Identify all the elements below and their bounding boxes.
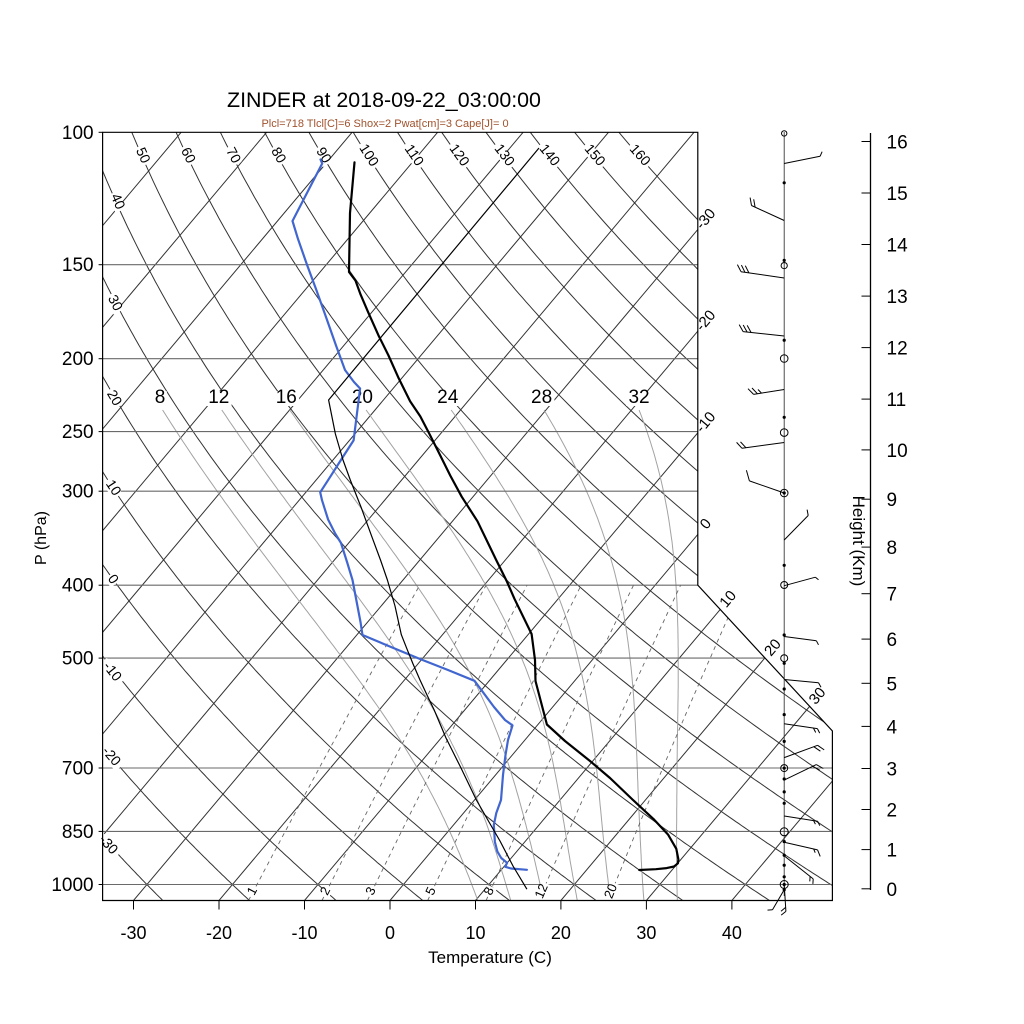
svg-text:70: 70: [223, 144, 245, 165]
svg-text:ZINDER at 2018-09-22_03:00:00: ZINDER at 2018-09-22_03:00:00: [227, 88, 541, 112]
svg-text:90: 90: [313, 144, 335, 166]
svg-text:9: 9: [887, 490, 898, 511]
svg-text:500: 500: [62, 649, 94, 670]
svg-text:7: 7: [887, 585, 898, 606]
svg-text:30: 30: [636, 923, 656, 943]
svg-text:100: 100: [62, 123, 94, 144]
svg-text:60: 60: [178, 145, 199, 166]
svg-text:20: 20: [601, 881, 620, 900]
svg-text:10: 10: [887, 441, 908, 462]
svg-text:5: 5: [887, 674, 898, 695]
svg-text:400: 400: [62, 576, 94, 597]
svg-text:28: 28: [531, 387, 552, 408]
svg-text:80: 80: [268, 144, 290, 166]
svg-text:700: 700: [62, 759, 94, 780]
svg-text:1: 1: [887, 841, 898, 862]
svg-text:40: 40: [722, 923, 742, 943]
svg-text:300: 300: [62, 482, 94, 503]
svg-text:12: 12: [531, 881, 550, 900]
svg-text:0: 0: [385, 923, 395, 943]
svg-text:850: 850: [62, 822, 94, 843]
svg-text:P (hPa): P (hPa): [33, 511, 50, 565]
svg-text:-10: -10: [291, 923, 317, 943]
svg-text:20: 20: [104, 387, 126, 409]
svg-text:30: 30: [105, 292, 126, 313]
svg-text:-20: -20: [206, 923, 232, 943]
svg-text:20: 20: [551, 923, 571, 943]
svg-text:24: 24: [437, 387, 459, 408]
svg-text:11: 11: [887, 390, 907, 411]
svg-text:-30: -30: [120, 923, 146, 943]
svg-text:10: 10: [103, 476, 125, 498]
svg-text:Plcl=718 Tlcl[C]=6 Shox=2 Pwat: Plcl=718 Tlcl[C]=6 Shox=2 Pwat[cm]=3 Cap…: [261, 118, 508, 130]
svg-text:12: 12: [887, 339, 908, 360]
svg-text:Height (Km): Height (Km): [849, 496, 868, 587]
svg-text:2: 2: [887, 801, 898, 822]
svg-text:200: 200: [62, 349, 94, 370]
svg-text:16: 16: [887, 133, 908, 154]
svg-text:4: 4: [887, 717, 898, 738]
svg-text:3: 3: [887, 760, 898, 781]
svg-text:50: 50: [133, 145, 154, 166]
svg-text:0: 0: [887, 880, 898, 901]
svg-text:40: 40: [108, 191, 129, 212]
svg-text:15: 15: [887, 184, 908, 205]
svg-text:14: 14: [887, 236, 909, 257]
svg-text:12: 12: [208, 387, 229, 408]
svg-text:32: 32: [628, 387, 649, 408]
svg-text:8: 8: [155, 387, 166, 408]
svg-text:Temperature (C): Temperature (C): [428, 948, 552, 967]
svg-text:16: 16: [276, 387, 297, 408]
svg-text:8: 8: [887, 538, 898, 559]
svg-text:10: 10: [465, 923, 485, 943]
svg-text:20: 20: [352, 387, 373, 408]
svg-text:250: 250: [62, 422, 94, 443]
svg-text:13: 13: [887, 287, 908, 308]
svg-text:6: 6: [887, 630, 898, 651]
svg-text:150: 150: [62, 255, 94, 276]
svg-text:1000: 1000: [51, 875, 93, 896]
